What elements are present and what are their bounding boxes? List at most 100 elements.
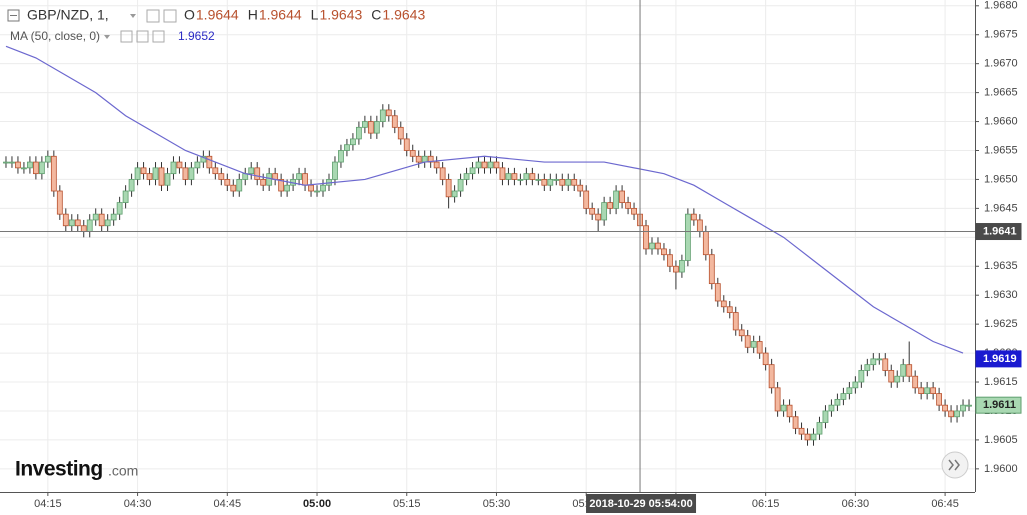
candle-body	[750, 341, 757, 348]
candle-body	[457, 179, 464, 192]
candle-body	[475, 161, 482, 169]
candle-body	[918, 387, 925, 395]
candle-body	[876, 358, 883, 361]
candle-body	[164, 173, 171, 186]
candle-body	[128, 179, 135, 192]
candle-body	[619, 190, 625, 203]
candle-body	[86, 219, 93, 232]
candle-body	[206, 155, 213, 169]
candle-body	[469, 167, 476, 175]
ohlc-value: 1.9643	[382, 7, 425, 23]
candle-body	[134, 167, 141, 180]
candle-body	[44, 155, 51, 163]
candle-body	[810, 433, 817, 441]
x-tick-label: 05:30	[483, 498, 511, 510]
candle-body	[499, 167, 506, 180]
candle-body	[936, 393, 943, 406]
close-icon[interactable]	[152, 30, 165, 43]
candle-body	[248, 167, 255, 175]
candle-body	[625, 202, 631, 209]
candle-body	[194, 161, 201, 169]
candle-body	[56, 190, 63, 215]
candle-body	[583, 190, 590, 209]
candle-body	[930, 387, 937, 395]
dropdown[interactable]	[130, 14, 136, 18]
candle-body	[966, 404, 972, 407]
dropdown[interactable]	[104, 35, 110, 39]
candle-body	[409, 150, 416, 157]
candle-body	[350, 138, 356, 146]
candle-body	[122, 190, 129, 203]
candle-body	[649, 242, 655, 250]
candle-body	[379, 109, 386, 122]
candle-body	[260, 179, 267, 186]
candle-body	[690, 213, 697, 221]
candle-body	[738, 329, 745, 337]
candle-body	[792, 416, 799, 429]
candle-body	[870, 358, 877, 366]
candle-body	[62, 213, 69, 227]
candle-body	[882, 358, 889, 371]
y-tick-label: 1.9600	[984, 463, 1018, 475]
candle-body	[146, 173, 153, 180]
settings-icon[interactable]	[136, 30, 149, 43]
ohlc-key: O	[184, 7, 195, 23]
y-tick-label: 1.9635	[984, 260, 1018, 272]
ohlc-value: 1.9644	[196, 7, 239, 23]
candle-body	[954, 410, 960, 418]
candle-body	[535, 179, 542, 181]
x-tick-label: 05:15	[393, 498, 421, 510]
candle-body	[27, 161, 33, 169]
candle-body	[284, 184, 291, 192]
candle-body	[505, 173, 512, 180]
candle-body	[846, 387, 853, 395]
candle-body	[631, 207, 637, 215]
candle-body	[367, 121, 374, 134]
candle-body	[68, 219, 75, 227]
candle-body	[50, 155, 57, 192]
candle-body	[553, 179, 560, 181]
x-tick-label: 04:15	[34, 498, 62, 510]
candle-body	[894, 375, 901, 383]
candle-body	[613, 190, 620, 209]
ma-value: 1.9652	[178, 29, 215, 43]
candle-body	[74, 219, 81, 227]
candle-body	[104, 219, 111, 227]
candle-body	[673, 265, 679, 273]
candle-body	[852, 381, 859, 389]
candle-body	[541, 179, 548, 186]
y-tick-label: 1.9650	[984, 173, 1018, 185]
settings-icon[interactable]	[163, 9, 177, 23]
candle-body	[768, 364, 775, 389]
candle-body	[595, 213, 602, 221]
scroll-button[interactable]	[941, 451, 969, 479]
candle-body	[403, 138, 410, 151]
eye-icon[interactable]	[146, 9, 160, 23]
x-tick-label: 06:45	[931, 498, 959, 510]
candle-body	[547, 179, 554, 186]
candle-body	[840, 393, 847, 400]
x-tick-label: 06:15	[752, 498, 780, 510]
candle-body	[786, 404, 793, 418]
eye-icon[interactable]	[120, 30, 133, 43]
candle-body	[756, 341, 763, 354]
candle-body	[708, 254, 715, 285]
candle-body	[338, 150, 344, 163]
candle-body	[942, 404, 948, 412]
ma-price: 1.9619	[983, 353, 1017, 365]
candle-body	[212, 167, 219, 175]
candle-body	[188, 167, 195, 180]
candle-body	[302, 173, 308, 186]
collapse-icon[interactable]	[7, 9, 20, 22]
candle-body	[529, 173, 536, 180]
candle-body	[822, 410, 829, 423]
candle-body	[804, 433, 811, 441]
candle-body	[702, 231, 709, 256]
y-tick-label: 1.9670	[984, 58, 1018, 70]
candle-body	[774, 387, 781, 412]
candle-body	[744, 335, 751, 348]
candle-body	[780, 404, 787, 412]
candle-body	[158, 167, 165, 186]
candle-body	[511, 173, 518, 180]
candle-body	[726, 306, 733, 313]
